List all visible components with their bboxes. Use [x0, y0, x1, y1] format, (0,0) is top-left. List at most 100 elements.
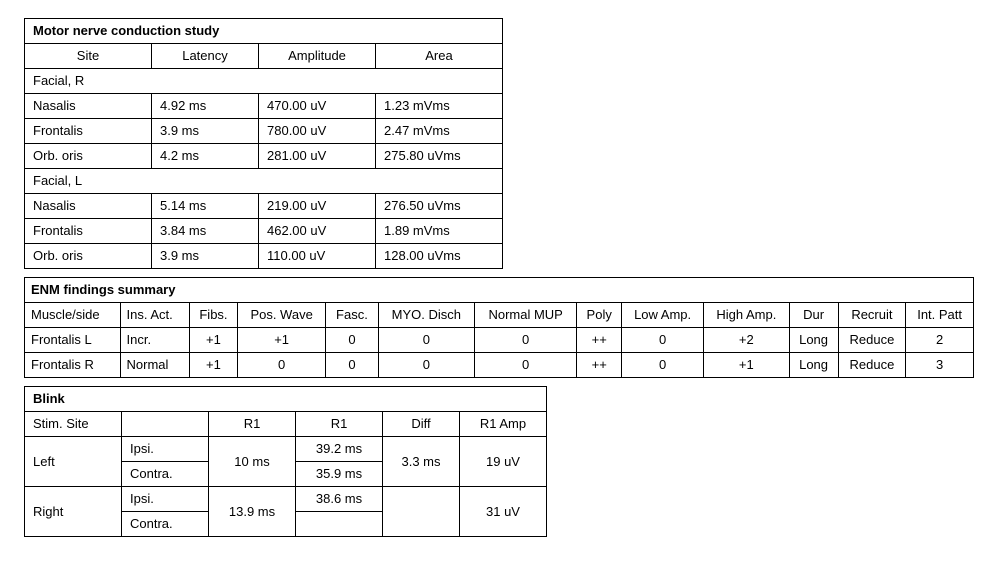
cell: +1	[704, 353, 789, 378]
motor-col-site: Site	[25, 44, 152, 69]
cell: Reduce	[838, 353, 906, 378]
cell: 128.00 uVms	[376, 244, 503, 269]
cell: 281.00 uV	[259, 144, 376, 169]
cell: 0	[378, 353, 474, 378]
cell: 0	[622, 328, 704, 353]
cell: 3.3 ms	[383, 437, 460, 487]
cell: +2	[704, 328, 789, 353]
cell: Long	[789, 353, 838, 378]
cell: 462.00 uV	[259, 219, 376, 244]
enm-table: ENM findings summary Muscle/side Ins. Ac…	[24, 277, 974, 378]
cell	[383, 487, 460, 537]
table-row: Left Ipsi. 10 ms 39.2 ms 3.3 ms 19 uV	[25, 437, 547, 462]
cell: +1	[238, 328, 326, 353]
table-row: Nasalis 5.14 ms 219.00 uV 276.50 uVms	[25, 194, 503, 219]
blink-col: R1	[296, 412, 383, 437]
enm-col: MYO. Disch	[378, 303, 474, 328]
enm-col: Int. Patt	[906, 303, 974, 328]
table-row: Right Ipsi. 13.9 ms 38.6 ms 31 uV	[25, 487, 547, 512]
motor-col-amplitude: Amplitude	[259, 44, 376, 69]
enm-col: High Amp.	[704, 303, 789, 328]
cell: Incr.	[120, 328, 189, 353]
cell: 0	[326, 328, 378, 353]
motor-col-area: Area	[376, 44, 503, 69]
cell: Long	[789, 328, 838, 353]
enm-header-row: Muscle/side Ins. Act. Fibs. Pos. Wave Fa…	[25, 303, 974, 328]
table-row: Frontalis 3.84 ms 462.00 uV 1.89 mVms	[25, 219, 503, 244]
enm-col: Ins. Act.	[120, 303, 189, 328]
cell: 1.23 mVms	[376, 94, 503, 119]
cell: Frontalis R	[25, 353, 121, 378]
cell: Contra.	[122, 462, 209, 487]
cell: Orb. oris	[25, 244, 152, 269]
cell: 4.92 ms	[152, 94, 259, 119]
cell: 0	[326, 353, 378, 378]
cell: ++	[577, 328, 622, 353]
blink-table: Blink Stim. Site R1 R1 Diff R1 Amp Left …	[24, 386, 547, 537]
blink-left-label: Left	[25, 437, 122, 487]
cell: Normal	[120, 353, 189, 378]
cell: 0	[475, 328, 577, 353]
enm-col: Dur	[789, 303, 838, 328]
blink-col	[122, 412, 209, 437]
enm-col: Normal MUP	[475, 303, 577, 328]
cell: 3.84 ms	[152, 219, 259, 244]
motor-nerve-table: Motor nerve conduction study Site Latenc…	[24, 18, 503, 269]
cell: Frontalis L	[25, 328, 121, 353]
motor-col-latency: Latency	[152, 44, 259, 69]
table-row: Nasalis 4.92 ms 470.00 uV 1.23 mVms	[25, 94, 503, 119]
cell: 780.00 uV	[259, 119, 376, 144]
cell: Contra.	[122, 512, 209, 537]
cell: 0	[238, 353, 326, 378]
cell: Frontalis	[25, 119, 152, 144]
cell: 276.50 uVms	[376, 194, 503, 219]
cell: 39.2 ms	[296, 437, 383, 462]
cell: 2	[906, 328, 974, 353]
table-row: Orb. oris 4.2 ms 281.00 uV 275.80 uVms	[25, 144, 503, 169]
cell	[296, 512, 383, 537]
cell: 1.89 mVms	[376, 219, 503, 244]
enm-col: Fasc.	[326, 303, 378, 328]
enm-col: Pos. Wave	[238, 303, 326, 328]
cell: 2.47 mVms	[376, 119, 503, 144]
cell: 19 uV	[460, 437, 547, 487]
cell: 0	[622, 353, 704, 378]
cell: 3.9 ms	[152, 119, 259, 144]
enm-col: Poly	[577, 303, 622, 328]
enm-col: Low Amp.	[622, 303, 704, 328]
cell: Frontalis	[25, 219, 152, 244]
blink-title: Blink	[25, 387, 547, 412]
blink-col: Diff	[383, 412, 460, 437]
blink-header-row: Stim. Site R1 R1 Diff R1 Amp	[25, 412, 547, 437]
cell: Reduce	[838, 328, 906, 353]
cell: +1	[189, 328, 237, 353]
cell: 470.00 uV	[259, 94, 376, 119]
cell: 110.00 uV	[259, 244, 376, 269]
cell: Ipsi.	[122, 487, 209, 512]
blink-col: R1 Amp	[460, 412, 547, 437]
cell: Orb. oris	[25, 144, 152, 169]
cell: Nasalis	[25, 94, 152, 119]
blink-col: R1	[209, 412, 296, 437]
enm-col: Muscle/side	[25, 303, 121, 328]
blink-col: Stim. Site	[25, 412, 122, 437]
cell: 35.9 ms	[296, 462, 383, 487]
table-row: Orb. oris 3.9 ms 110.00 uV 128.00 uVms	[25, 244, 503, 269]
motor-section-right: Facial, R	[25, 69, 503, 94]
cell: Ipsi.	[122, 437, 209, 462]
enm-title: ENM findings summary	[25, 278, 974, 303]
motor-section-left: Facial, L	[25, 169, 503, 194]
cell: 4.2 ms	[152, 144, 259, 169]
table-row: Frontalis L Incr. +1 +1 0 0 0 ++ 0 +2 Lo…	[25, 328, 974, 353]
cell: 3.9 ms	[152, 244, 259, 269]
cell: 5.14 ms	[152, 194, 259, 219]
cell: 31 uV	[460, 487, 547, 537]
motor-title: Motor nerve conduction study	[25, 19, 503, 44]
table-row: Frontalis R Normal +1 0 0 0 0 ++ 0 +1 Lo…	[25, 353, 974, 378]
cell: 3	[906, 353, 974, 378]
cell: 10 ms	[209, 437, 296, 487]
cell: 0	[378, 328, 474, 353]
cell: +1	[189, 353, 237, 378]
cell: 219.00 uV	[259, 194, 376, 219]
enm-col: Recruit	[838, 303, 906, 328]
